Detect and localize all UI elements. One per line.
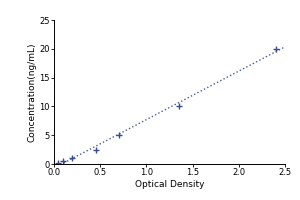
Y-axis label: Concentration(ng/mL): Concentration(ng/mL) <box>28 42 37 142</box>
X-axis label: Optical Density: Optical Density <box>135 180 204 189</box>
